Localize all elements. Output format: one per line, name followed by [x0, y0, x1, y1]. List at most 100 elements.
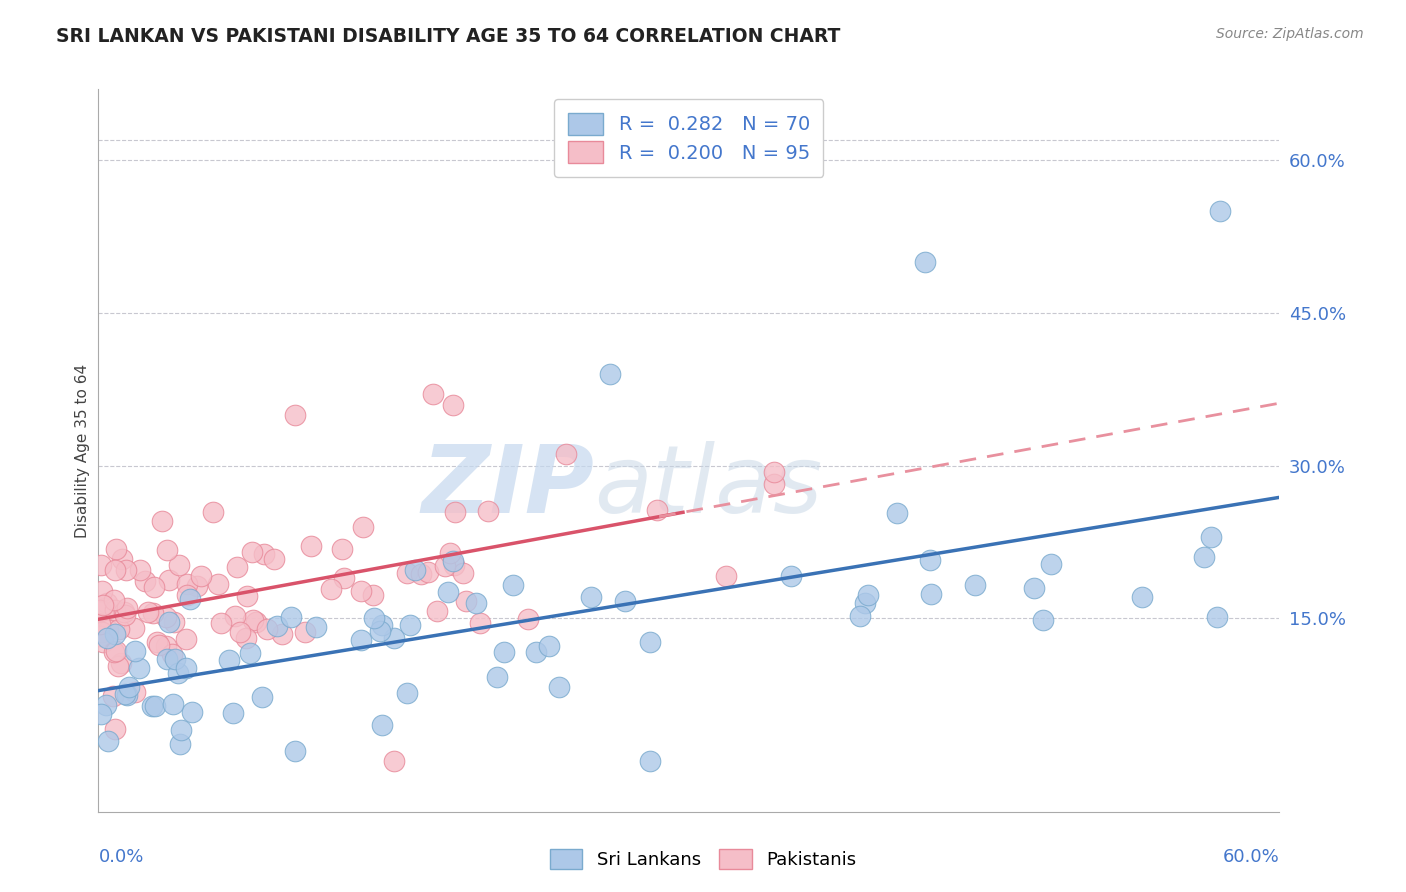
Point	[103, 645, 125, 659]
Point	[439, 546, 461, 560]
Point	[1040, 557, 1063, 571]
Point	[433, 558, 456, 573]
Point	[124, 644, 146, 658]
Point	[398, 618, 420, 632]
Point	[404, 563, 426, 577]
Point	[368, 624, 391, 638]
Point	[224, 608, 246, 623]
Point	[150, 514, 173, 528]
Point	[1130, 590, 1153, 604]
Point	[228, 625, 250, 640]
Point	[418, 565, 440, 579]
Point	[294, 625, 316, 640]
Point	[1032, 613, 1054, 627]
Point	[142, 606, 165, 620]
Point	[468, 615, 491, 630]
Text: Source: ZipAtlas.com: Source: ZipAtlas.com	[1216, 27, 1364, 41]
Point	[209, 616, 232, 631]
Point	[370, 618, 392, 632]
Point	[96, 632, 118, 646]
Point	[91, 635, 114, 649]
Point	[91, 584, 114, 599]
Point	[107, 658, 129, 673]
Point	[176, 577, 198, 591]
Point	[104, 644, 127, 658]
Point	[89, 558, 111, 573]
Point	[90, 706, 112, 721]
Point	[218, 653, 240, 667]
Point	[207, 577, 229, 591]
Point	[141, 699, 163, 714]
Point	[853, 596, 876, 610]
Point	[155, 639, 177, 653]
Point	[614, 593, 637, 607]
Point	[222, 706, 245, 721]
Point	[89, 605, 111, 619]
Point	[284, 408, 307, 422]
Point	[319, 582, 342, 597]
Point	[538, 640, 561, 654]
Point	[856, 588, 879, 602]
Point	[108, 622, 131, 636]
Point	[350, 584, 373, 599]
Point	[159, 615, 181, 629]
Point	[169, 723, 191, 738]
Point	[849, 608, 872, 623]
Point	[464, 596, 486, 610]
Point	[179, 591, 201, 606]
Point	[456, 593, 478, 607]
Point	[330, 542, 353, 557]
Point	[169, 737, 191, 751]
Point	[110, 656, 132, 670]
Point	[155, 609, 177, 624]
Legend: R =  0.282   N = 70, R =  0.200   N = 95: R = 0.282 N = 70, R = 0.200 N = 95	[554, 99, 824, 177]
Point	[162, 697, 184, 711]
Point	[263, 552, 285, 566]
Point	[96, 698, 118, 712]
Point	[118, 680, 141, 694]
Point	[156, 543, 179, 558]
Point	[763, 476, 786, 491]
Point	[1199, 530, 1222, 544]
Point	[115, 600, 138, 615]
Point	[163, 615, 186, 629]
Point	[97, 623, 120, 637]
Point	[396, 686, 419, 700]
Point	[1206, 610, 1229, 624]
Point	[305, 620, 328, 634]
Point	[554, 447, 576, 461]
Point	[1194, 550, 1216, 565]
Point	[242, 614, 264, 628]
Point	[443, 558, 465, 572]
Point	[155, 652, 177, 666]
Point	[128, 661, 150, 675]
Point	[350, 633, 373, 648]
Point	[181, 705, 204, 719]
Point	[110, 552, 132, 566]
Point	[240, 545, 263, 559]
Point	[89, 603, 111, 617]
Text: 0.0%: 0.0%	[98, 847, 143, 866]
Point	[477, 504, 499, 518]
Point	[492, 645, 515, 659]
Point	[165, 651, 187, 665]
Point	[411, 567, 433, 582]
Point	[299, 539, 322, 553]
Point	[97, 734, 120, 748]
Point	[382, 632, 405, 646]
Point	[160, 648, 183, 662]
Point	[104, 602, 127, 616]
Text: 60.0%: 60.0%	[1223, 847, 1279, 866]
Point	[190, 569, 212, 583]
Point	[1024, 581, 1046, 595]
Point	[142, 581, 165, 595]
Point	[271, 627, 294, 641]
Point	[226, 560, 249, 574]
Point	[382, 754, 405, 768]
Point	[371, 717, 394, 731]
Point	[638, 754, 661, 768]
Text: SRI LANKAN VS PAKISTANI DISABILITY AGE 35 TO 64 CORRELATION CHART: SRI LANKAN VS PAKISTANI DISABILITY AGE 3…	[56, 27, 841, 45]
Point	[516, 612, 538, 626]
Point	[396, 566, 419, 581]
Point	[235, 632, 257, 646]
